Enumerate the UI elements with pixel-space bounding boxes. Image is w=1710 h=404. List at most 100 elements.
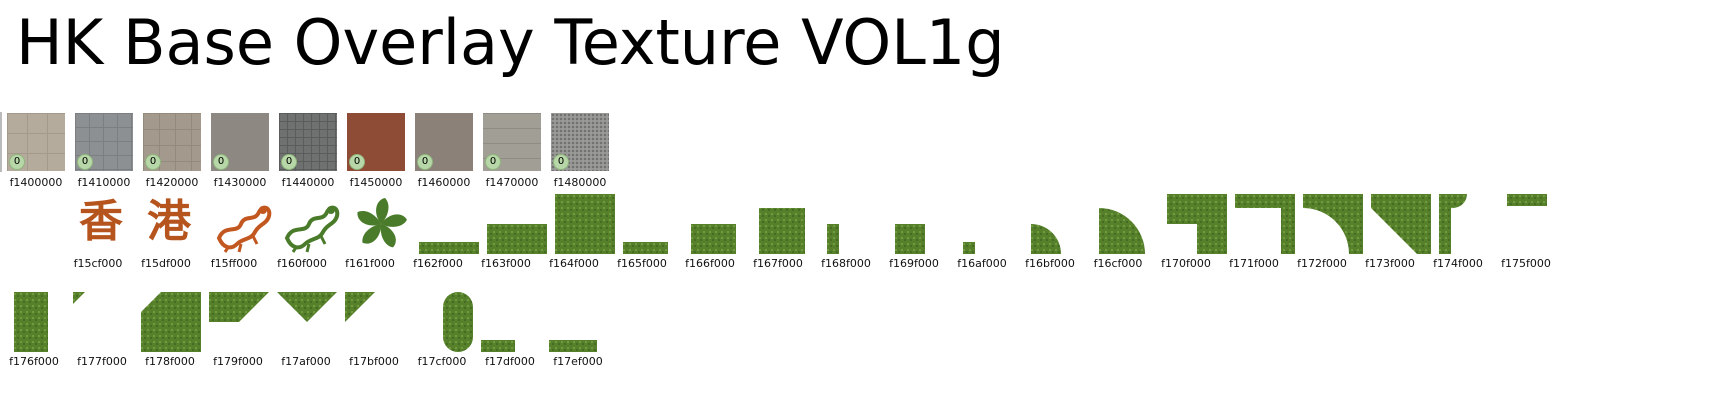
half-small-shape[interactable]: [691, 194, 751, 254]
texture-thumbnail[interactable]: [443, 292, 503, 352]
texture-thumbnail[interactable]: [759, 194, 819, 254]
texture-thumbnail[interactable]: [141, 292, 201, 352]
texture-thumbnail[interactable]: 0: [7, 113, 65, 171]
thumbnail-label: f163f000: [481, 257, 531, 270]
tall-rect-shape[interactable]: [14, 292, 74, 352]
texture-thumbnail[interactable]: 0: [279, 113, 337, 171]
thumbnail-label: f17af000: [281, 355, 331, 368]
thumbnail-label: f166f000: [685, 257, 735, 270]
texture-thumbnail[interactable]: 0: [211, 113, 269, 171]
texture-thumbnail[interactable]: [827, 194, 887, 254]
thumbnail-label: f167f000: [753, 257, 803, 270]
tri-down-shape[interactable]: [277, 292, 337, 352]
texture-thumbnail[interactable]: 0: [143, 113, 201, 171]
texture-thumbnail[interactable]: [14, 292, 74, 352]
thumbnail-label: f1480000: [553, 176, 607, 189]
small-bar-shape[interactable]: [481, 292, 541, 352]
quarter-small-shape[interactable]: [1031, 194, 1091, 254]
thumbnail-label: f176f000: [9, 355, 59, 368]
texture-thumbnail[interactable]: [895, 194, 955, 254]
thumbnail-label: f16cf000: [1093, 257, 1143, 270]
wide-bar-shape[interactable]: [549, 292, 609, 352]
capsule-shape[interactable]: [443, 292, 503, 352]
notch-shape[interactable]: [1167, 194, 1227, 254]
thumbnail-label: f15cf000: [73, 257, 123, 270]
thumbnail-label: f15df000: [141, 257, 191, 270]
tri-right-shape[interactable]: [209, 292, 269, 352]
texture-thumbnail[interactable]: [1439, 194, 1499, 254]
texture-thumbnail[interactable]: [283, 194, 343, 254]
thumbnail-label: f1460000: [417, 176, 471, 189]
texture-thumbnail[interactable]: 香: [79, 194, 139, 254]
thumbnail-label: f17df000: [485, 355, 535, 368]
texture-thumbnail[interactable]: [487, 194, 547, 254]
texture-thumbnail[interactable]: 0: [415, 113, 473, 171]
thumbnail-label: f1430000: [213, 176, 267, 189]
texture-thumbnail[interactable]: 港: [147, 194, 207, 254]
top-strip-shape[interactable]: [1507, 194, 1567, 254]
texture-thumbnail[interactable]: 0: [347, 113, 405, 171]
texture-thumbnail[interactable]: [1099, 194, 1159, 254]
texture-thumbnail[interactable]: [1031, 194, 1091, 254]
texture-thumbnail[interactable]: [1167, 194, 1227, 254]
half-shape[interactable]: [487, 194, 547, 254]
texture-thumbnail[interactable]: [623, 194, 683, 254]
page-title: HK Base Overlay Texture VOL1g: [16, 6, 1005, 79]
texture-thumbnail[interactable]: [1507, 194, 1567, 254]
texture-thumbnail[interactable]: 0: [483, 113, 541, 171]
corner-shape[interactable]: [1235, 194, 1295, 254]
thumbnail-label: f15ff000: [210, 257, 258, 270]
texture-thumbnail[interactable]: [345, 292, 405, 352]
texture-thumbnail[interactable]: [1235, 194, 1295, 254]
texture-thumbnail[interactable]: [549, 292, 609, 352]
arc-corner-shape[interactable]: [1303, 194, 1363, 254]
version-badge: 0: [214, 155, 228, 169]
texture-thumbnail[interactable]: [209, 292, 269, 352]
thumbnail-label: f16af000: [957, 257, 1007, 270]
quarter-shape[interactable]: [1099, 194, 1159, 254]
thumbnail-label: f171f000: [1229, 257, 1279, 270]
hanzi-glyph: 香: [79, 196, 123, 247]
texture-thumbnail[interactable]: [277, 292, 337, 352]
dot-shape[interactable]: [963, 194, 1023, 254]
thumbnail-label: f161f000: [345, 257, 395, 270]
bevel-corner-shape[interactable]: [1371, 194, 1431, 254]
bauhinia-emblem[interactable]: [351, 194, 411, 254]
texture-thumbnail[interactable]: [215, 194, 275, 254]
version-badge: 0: [10, 155, 24, 169]
thin-bar-shape[interactable]: [827, 194, 887, 254]
thumbnail-label: f168f000: [821, 257, 871, 270]
dragon-orange-emblem[interactable]: [215, 194, 275, 254]
cut-circle-shape[interactable]: [1439, 194, 1499, 254]
tiny-square-shape[interactable]: [895, 194, 955, 254]
selection-divider: [0, 112, 2, 172]
texture-thumbnail[interactable]: [1303, 194, 1363, 254]
texture-thumbnail[interactable]: [963, 194, 1023, 254]
thumbnail-label: f1410000: [77, 176, 131, 189]
bevel-square-shape[interactable]: [141, 292, 201, 352]
texture-thumbnail[interactable]: 0: [551, 113, 609, 171]
texture-thumbnail[interactable]: [1371, 194, 1431, 254]
texture-thumbnail[interactable]: [73, 292, 133, 352]
thumbnail-label: f16bf000: [1025, 257, 1075, 270]
strip-small-shape[interactable]: [623, 194, 683, 254]
tiny-tri-shape[interactable]: [73, 292, 133, 352]
texture-thumbnail[interactable]: [481, 292, 541, 352]
thumbnail-label: f175f000: [1501, 257, 1551, 270]
version-badge: 0: [78, 155, 92, 169]
texture-thumbnail[interactable]: [691, 194, 751, 254]
texture-thumbnail[interactable]: [555, 194, 615, 254]
texture-thumbnail[interactable]: 0: [75, 113, 133, 171]
square-small-shape[interactable]: [759, 194, 819, 254]
version-badge: 0: [146, 155, 160, 169]
thumbnail-label: f177f000: [77, 355, 127, 368]
version-badge: 0: [282, 155, 296, 169]
square-shape[interactable]: [555, 194, 615, 254]
texture-thumbnail[interactable]: [351, 194, 411, 254]
dragon-green-emblem[interactable]: [283, 194, 343, 254]
texture-thumbnail[interactable]: [419, 194, 479, 254]
tri-left-shape[interactable]: [345, 292, 405, 352]
strip-shape[interactable]: [419, 194, 479, 254]
thumbnail-label: f1420000: [145, 176, 199, 189]
thumbnail-label: f178f000: [145, 355, 195, 368]
